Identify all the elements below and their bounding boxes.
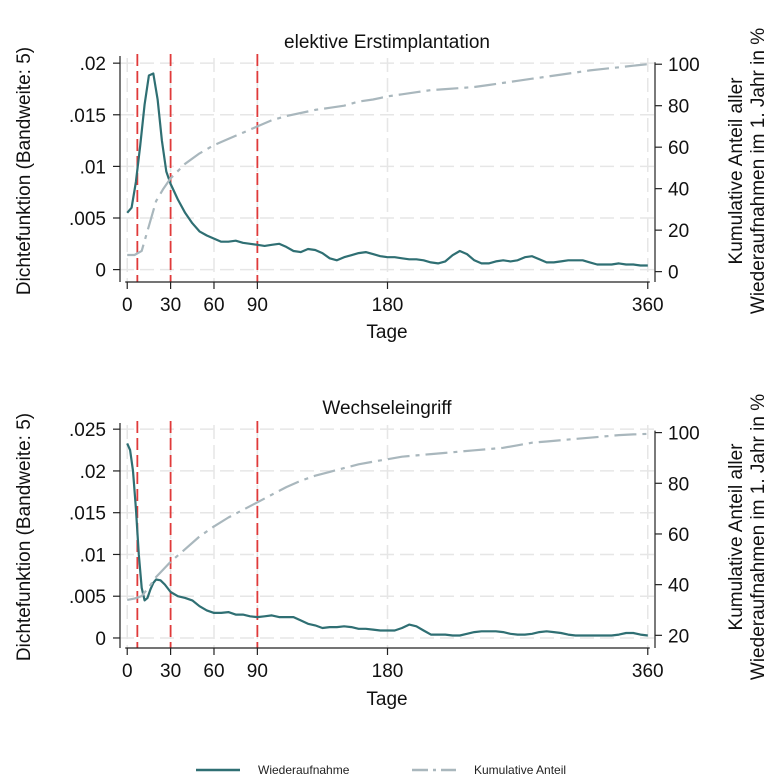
x-axis-title: Tage bbox=[366, 689, 407, 710]
x-tick-label: 90 bbox=[247, 295, 268, 316]
x-tick-label: 180 bbox=[372, 295, 404, 316]
series-line-kumulative bbox=[127, 432, 648, 601]
y-tick-label: .01 bbox=[80, 545, 106, 566]
y2-tick-label: 60 bbox=[668, 525, 689, 546]
series-lines bbox=[126, 432, 648, 637]
x-tick-label: 30 bbox=[160, 661, 181, 682]
y2-tick-label: 20 bbox=[668, 626, 689, 647]
legend: Wiederaufnahme Kumulative Anteil bbox=[196, 763, 566, 776]
y2-tick-label: 20 bbox=[668, 221, 689, 242]
axes: 0 .005 .01 .015 .02 .025 20 40 60 80 100 0 30 60 90 180… bbox=[69, 420, 700, 682]
x-tick-label: 360 bbox=[632, 661, 664, 682]
y2-tick-label: 0 bbox=[668, 263, 679, 284]
y-tick-label: .025 bbox=[69, 420, 106, 441]
series-line-kumulative bbox=[127, 63, 648, 257]
x-tick-label: 30 bbox=[160, 295, 181, 316]
x-tick-label: 0 bbox=[122, 295, 133, 316]
y2-axis-title-line2: Wiederaufnahmen im 1. Jahr in % bbox=[748, 28, 766, 314]
y2-axis-title-line2: Wiederaufnahmen im 1. Jahr in % bbox=[748, 394, 766, 680]
y-tick-label: 0 bbox=[95, 261, 106, 282]
y-tick-label: .02 bbox=[80, 462, 106, 483]
chart-title: elektive Erstimplantation bbox=[284, 32, 490, 53]
y-tick-label: .005 bbox=[69, 587, 106, 608]
y-axis-title: Dichtefunktion (Bandweite: 5) bbox=[14, 413, 35, 661]
y2-tick-label: 80 bbox=[668, 97, 689, 118]
y2-tick-label: 40 bbox=[668, 576, 689, 597]
y-tick-label: .02 bbox=[80, 54, 106, 75]
legend-label-cumulative: Kumulative Anteil bbox=[474, 763, 566, 776]
series-line-wiederaufnahme bbox=[126, 72, 648, 267]
y-tick-label: 0 bbox=[95, 629, 106, 650]
y-tick-label: .01 bbox=[80, 157, 106, 178]
axes: 0 .005 .01 .015 .02 0 20 40 60 80 100 0 30 60 90 180 360 bbox=[69, 54, 700, 316]
x-tick-label: 60 bbox=[203, 661, 224, 682]
legend-label-density: Wiederaufnahme bbox=[258, 763, 350, 776]
x-tick-label: 90 bbox=[247, 661, 268, 682]
x-tick-label: 60 bbox=[203, 295, 224, 316]
y-tick-label: .015 bbox=[69, 504, 106, 525]
y2-axis-title-line1: Kumulative Anteil aller bbox=[726, 77, 747, 265]
x-tick-label: 360 bbox=[632, 295, 664, 316]
y2-tick-label: 100 bbox=[668, 55, 700, 76]
x-tick-label: 0 bbox=[122, 661, 133, 682]
chart-title: Wechseleingriff bbox=[322, 398, 452, 419]
y-tick-label: .015 bbox=[69, 106, 106, 127]
y2-tick-label: 60 bbox=[668, 138, 689, 159]
y2-axis-title-line1: Kumulative Anteil aller bbox=[726, 443, 747, 631]
chart-panel-erstimplantation: 0 .005 .01 .015 .02 0 20 40 60 80 100 0 30 60 90 180 360… bbox=[14, 28, 766, 343]
y2-tick-label: 100 bbox=[668, 424, 700, 445]
x-tick-label: 180 bbox=[372, 661, 404, 682]
series-line-wiederaufnahme bbox=[126, 442, 648, 637]
y-tick-label: .005 bbox=[69, 209, 106, 230]
series-lines bbox=[126, 63, 648, 267]
y-axis-title: Dichtefunktion (Bandweite: 5) bbox=[14, 47, 35, 295]
chart-panel-wechseleingriff: 0 .005 .01 .015 .02 .025 20 40 60 80 100 0 30 60 90 180… bbox=[14, 394, 766, 710]
grid-lines bbox=[120, 425, 655, 648]
grid-lines bbox=[120, 58, 655, 282]
y2-tick-label: 80 bbox=[668, 474, 689, 495]
y2-tick-label: 40 bbox=[668, 180, 689, 201]
x-axis-title: Tage bbox=[366, 322, 407, 343]
